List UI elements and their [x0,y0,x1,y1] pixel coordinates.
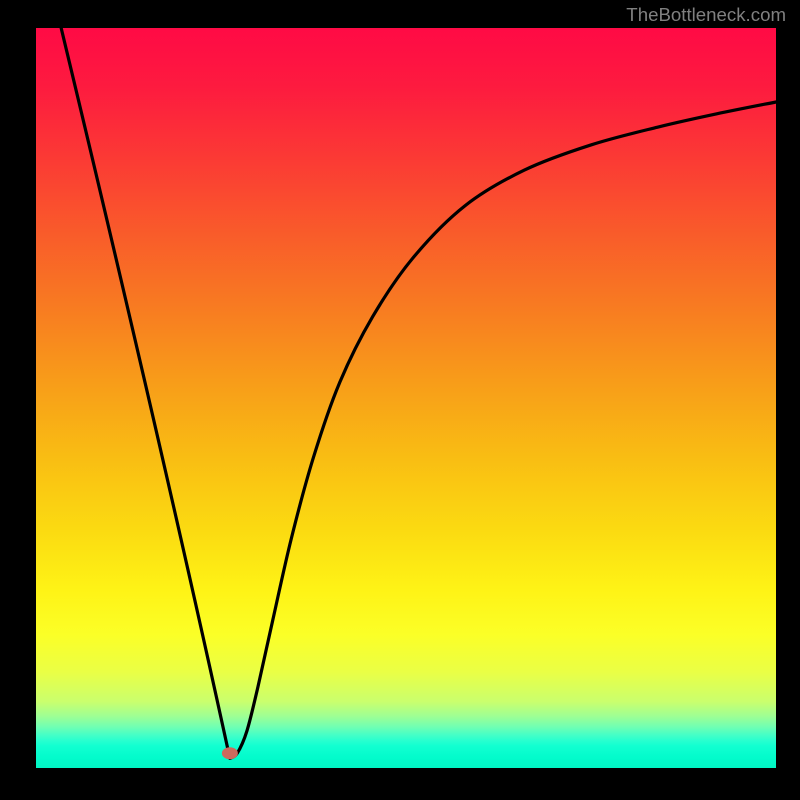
bottleneck-chart [0,0,800,800]
optimum-marker [222,747,238,759]
watermark-text: TheBottleneck.com [626,4,786,26]
chart-stage: TheBottleneck.com [0,0,800,800]
